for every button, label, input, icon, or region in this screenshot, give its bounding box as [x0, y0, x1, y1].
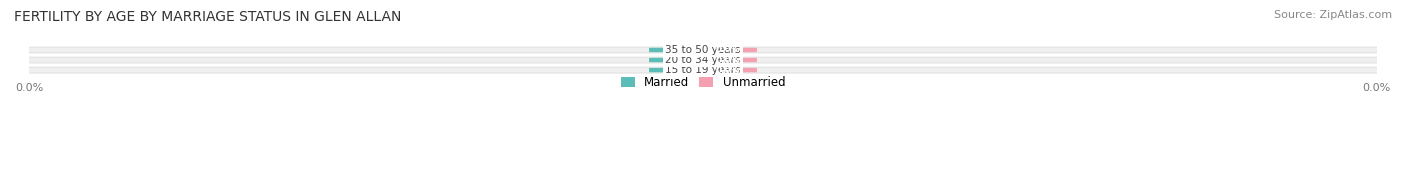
FancyBboxPatch shape	[700, 58, 756, 62]
Text: 20 to 34 years: 20 to 34 years	[665, 55, 741, 65]
FancyBboxPatch shape	[650, 58, 706, 62]
FancyBboxPatch shape	[15, 47, 1391, 53]
Text: 0.0%: 0.0%	[665, 55, 690, 64]
FancyBboxPatch shape	[15, 67, 1391, 73]
Text: 0.0%: 0.0%	[665, 45, 690, 54]
Text: 15 to 19 years: 15 to 19 years	[665, 65, 741, 75]
Text: FERTILITY BY AGE BY MARRIAGE STATUS IN GLEN ALLAN: FERTILITY BY AGE BY MARRIAGE STATUS IN G…	[14, 10, 402, 24]
Text: 0.0%: 0.0%	[716, 55, 741, 64]
FancyBboxPatch shape	[650, 68, 706, 72]
FancyBboxPatch shape	[700, 48, 756, 52]
Text: Source: ZipAtlas.com: Source: ZipAtlas.com	[1274, 10, 1392, 20]
Text: 35 to 50 years: 35 to 50 years	[665, 45, 741, 55]
Text: 0.0%: 0.0%	[716, 45, 741, 54]
Legend: Married, Unmarried: Married, Unmarried	[616, 71, 790, 93]
FancyBboxPatch shape	[15, 57, 1391, 63]
FancyBboxPatch shape	[650, 48, 706, 52]
Text: 0.0%: 0.0%	[665, 66, 690, 75]
Text: 0.0%: 0.0%	[716, 66, 741, 75]
FancyBboxPatch shape	[700, 68, 756, 72]
